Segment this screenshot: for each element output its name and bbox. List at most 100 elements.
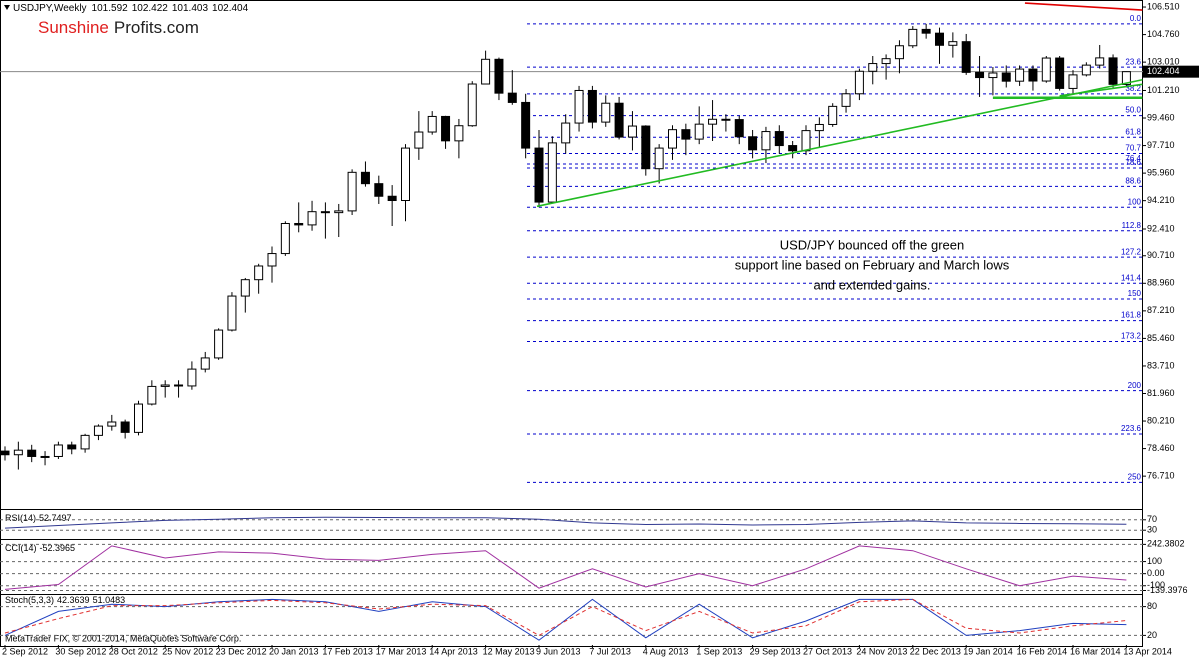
candle-body [521, 101, 531, 149]
indicator-line [4, 598, 1127, 636]
fib-label: 150 [1128, 289, 1142, 298]
y-tick-label: 81.960 [1147, 388, 1175, 398]
candle-body [294, 222, 304, 226]
candle-body [214, 329, 224, 359]
candle-body [494, 58, 504, 94]
candle-body [1055, 57, 1065, 89]
indicator-value: 52.7497 [39, 513, 72, 523]
x-tick-label: 19 Jan 2014 [963, 646, 1013, 656]
y-tick-label: 97.710 [1147, 140, 1175, 150]
fib-label: 161.8 [1121, 311, 1142, 320]
candle-body [801, 130, 811, 152]
x-tick-label: 7 Jul 2013 [589, 646, 631, 656]
y-tick-label: 76.710 [1147, 471, 1175, 481]
candle-body [200, 357, 210, 370]
y-tick-label: 103.010 [1147, 57, 1180, 67]
panel-title: RSI(14) 52.7497 [5, 513, 72, 523]
chart-header: USDJPY,Weekly 101.592 102.422 101.403 102.40… [13, 3, 249, 14]
y-tick-label: 99.460 [1147, 112, 1175, 122]
annotation: support line based on February and March… [735, 257, 1010, 272]
candle-body [1108, 57, 1118, 85]
x-tick-label: 17 Mar 2013 [376, 646, 427, 656]
indicator-value: -52.3965 [40, 543, 76, 553]
candle-body [574, 89, 584, 124]
fib-label: 173.2 [1121, 332, 1142, 341]
panel-title: Stoch(5,3,3) 42.3639 51.0483 [5, 595, 125, 605]
candle-body [547, 142, 557, 203]
candle-body [681, 129, 691, 140]
candle-body [627, 125, 637, 138]
candle-body [267, 253, 277, 267]
y-tick-label: 100 [1147, 556, 1162, 566]
candle-body [1015, 68, 1025, 82]
y-tick-label: -139.3976 [1147, 585, 1188, 595]
candle-body [921, 28, 931, 34]
ohlc-low: 101.403 [172, 3, 209, 14]
candle-body [240, 279, 250, 297]
candle-body [414, 131, 424, 149]
fib-label: 112.8 [1122, 221, 1142, 230]
candle-body [454, 125, 464, 142]
y-tick-label: -100 [1147, 580, 1165, 590]
y-tick-label: 88.960 [1147, 278, 1175, 288]
logo: Sunshine Profits.com [38, 18, 199, 37]
x-tick-label: 12 May 2013 [483, 646, 535, 656]
y-tick-label: 70 [1147, 514, 1157, 524]
candle-body [107, 421, 117, 427]
x-tick-label: 9 Jun 2013 [536, 646, 581, 656]
candle-body [227, 295, 237, 331]
x-tick-label: 23 Dec 2012 [216, 646, 267, 656]
candle-body [561, 122, 571, 144]
fib-label: 70.7 [1125, 144, 1141, 153]
y-tick-label: 80.210 [1147, 415, 1175, 425]
candle-body [975, 71, 985, 79]
candle-body [1028, 68, 1038, 82]
trend-line [1024, 2, 1143, 11]
fib-label: 141.4 [1121, 273, 1142, 282]
x-tick-label: 4 Aug 2013 [643, 646, 689, 656]
indicator-name: Stoch(5,3,3) [5, 595, 54, 605]
candle-body [854, 70, 864, 95]
y-tick-label: 87.210 [1147, 305, 1175, 315]
fib-label: 61.8 [1125, 127, 1141, 136]
fib-label: 88.6 [1125, 176, 1141, 185]
candle-body [668, 129, 677, 149]
x-tick-label: 17 Feb 2013 [322, 646, 373, 656]
candle-body [587, 89, 597, 123]
x-tick-label: 30 Sep 2012 [55, 646, 106, 656]
candle-body [160, 384, 170, 387]
candle-body [748, 136, 758, 151]
y-tick-label: 85.460 [1147, 333, 1175, 343]
candle-body [1041, 57, 1051, 82]
x-tick-label: 27 Oct 2013 [803, 646, 852, 656]
x-tick-label: 22 Dec 2013 [910, 646, 961, 656]
ohlc-high: 102.422 [132, 3, 169, 14]
candle-body [868, 63, 878, 72]
candle-body [0, 450, 10, 456]
candle-body [788, 145, 798, 152]
candle-body [1095, 57, 1105, 66]
y-tick-label: 242.3802 [1147, 539, 1185, 549]
y-tick-label: 83.710 [1147, 360, 1175, 370]
indicator-line [4, 545, 1127, 590]
candle-body [641, 125, 651, 170]
candle-body [347, 171, 357, 212]
candle-body [401, 147, 410, 202]
fib-label: 23.6 [1125, 57, 1141, 66]
logo-part: Sunshine [38, 18, 109, 37]
fib-label: 38.2 [1125, 84, 1141, 93]
annotation: USD/JPY bounced off the green [780, 237, 965, 252]
candle-body [894, 45, 904, 60]
indicator-name: CCI(14) [5, 543, 37, 553]
candle-body [988, 72, 998, 79]
annotation: and extended gains. [813, 277, 930, 292]
plot-frame [0, 0, 1143, 647]
trend-line [536, 78, 1143, 208]
candle-body [254, 265, 264, 281]
y-tick-label: 92.410 [1147, 223, 1175, 233]
candle-body [1121, 71, 1131, 85]
candle-body [307, 211, 317, 226]
y-tick-label: 106.510 [1147, 1, 1180, 11]
candle-body [948, 41, 958, 46]
